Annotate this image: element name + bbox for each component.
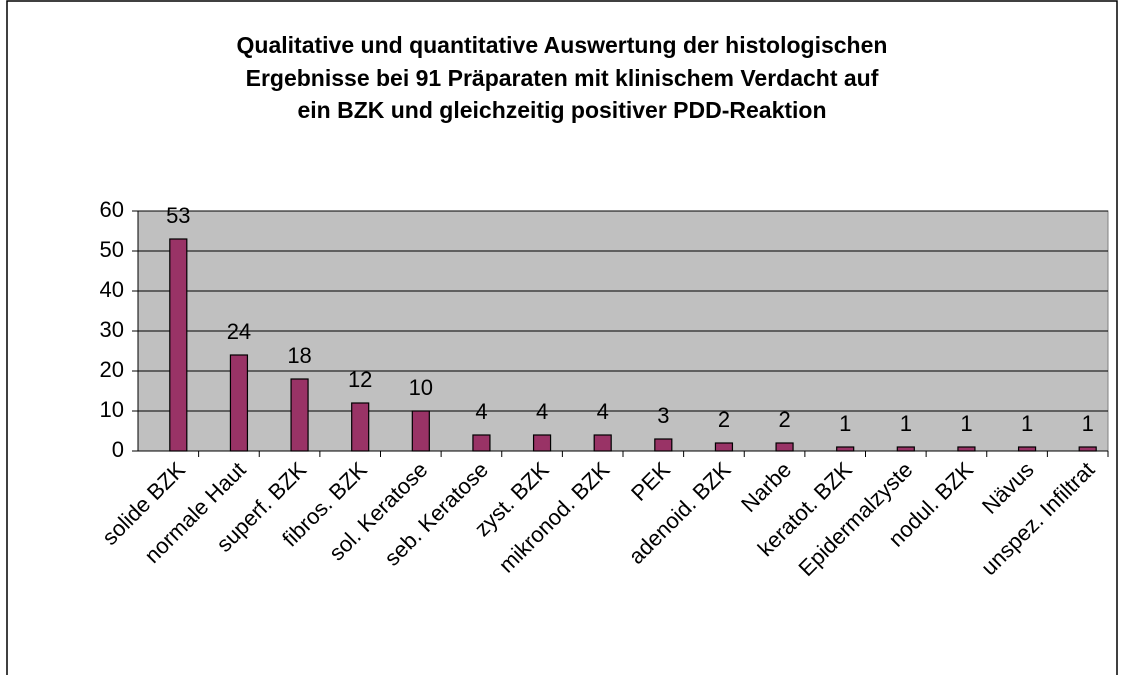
bar: [351, 402, 370, 452]
y-tick-label: 10: [100, 397, 124, 422]
y-tick-label: 0: [112, 437, 124, 462]
bar: [229, 354, 249, 452]
data-label: 1: [839, 411, 851, 436]
bar: [1078, 446, 1097, 452]
y-tick-label: 50: [100, 237, 124, 262]
bar: [836, 446, 855, 452]
data-label: 3: [657, 403, 669, 428]
chart-title: Qualitative und quantitative Auswertung …: [237, 32, 888, 58]
y-tick-label: 60: [100, 197, 124, 222]
data-label: 4: [475, 399, 487, 424]
data-label: 2: [718, 407, 730, 432]
bar: [896, 446, 915, 452]
chart-title: ein BZK und gleichzeitig positiver PDD-R…: [297, 97, 826, 123]
data-label: 1: [900, 411, 912, 436]
data-label: 10: [409, 375, 433, 400]
bar: [532, 434, 552, 452]
bar: [714, 442, 734, 452]
bar: [775, 442, 794, 452]
bar: [654, 438, 673, 452]
data-label: 4: [536, 399, 548, 424]
bar: [1017, 446, 1037, 452]
bar: [290, 378, 309, 452]
data-label: 12: [348, 367, 372, 392]
y-tick-label: 20: [100, 357, 124, 382]
data-label: 1: [1021, 411, 1033, 436]
data-label: 1: [960, 411, 972, 436]
y-tick-label: 40: [100, 277, 124, 302]
data-label: 53: [166, 203, 190, 228]
y-tick-label: 30: [100, 317, 124, 342]
data-label: 18: [287, 343, 311, 368]
bar: [472, 434, 491, 452]
chart-title: Ergebnisse bei 91 Präparaten mit klinisc…: [246, 65, 879, 91]
bar: [593, 434, 612, 452]
data-label: 4: [597, 399, 609, 424]
bar: [957, 446, 976, 452]
data-label: 2: [778, 407, 790, 432]
bar: [169, 238, 188, 452]
data-label: 24: [227, 319, 251, 344]
bar: [411, 410, 430, 452]
data-label: 1: [1082, 411, 1094, 436]
